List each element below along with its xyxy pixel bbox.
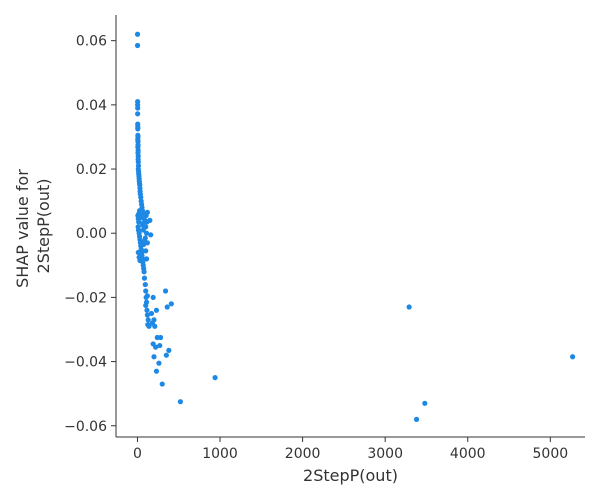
data-point (147, 217, 153, 223)
data-point (177, 399, 184, 405)
y-ticks: −0.06 −0.04 −0.02 0.00 0.02 0.04 0.06 (64, 34, 116, 435)
y-tick-label: −0.04 (64, 355, 107, 371)
y-tick-label: 0.06 (76, 34, 107, 50)
data-point (143, 302, 149, 309)
x-tick-label: 2000 (285, 446, 321, 462)
data-point (151, 354, 157, 360)
x-tick-label: 4000 (450, 446, 486, 462)
data-point (134, 31, 141, 37)
x-tick-label: 1000 (202, 446, 238, 462)
data-point (153, 368, 160, 374)
data-point (135, 111, 141, 117)
data-point (159, 381, 165, 387)
data-point (144, 293, 150, 299)
data-point (135, 159, 141, 165)
data-point (152, 323, 158, 329)
data-point (143, 256, 150, 262)
y-tick-label: 0.00 (76, 226, 107, 242)
data-point (144, 307, 150, 313)
data-point (157, 342, 163, 349)
data-point (136, 208, 143, 214)
data-point (135, 126, 141, 132)
data-point (148, 232, 154, 238)
data-point (144, 312, 150, 318)
data-point (142, 281, 148, 288)
data-point (406, 304, 412, 310)
data-point (135, 105, 141, 111)
y-axis-title: SHAP value for 2StepP(out) (13, 164, 53, 288)
data-point (143, 212, 149, 219)
y-axis-title-line-1: SHAP value for (13, 169, 32, 288)
data-point (212, 375, 218, 381)
data-point (140, 222, 146, 228)
data-point (413, 416, 420, 422)
data-point (138, 194, 144, 200)
data-point (150, 294, 156, 301)
data-point (151, 317, 157, 323)
x-tick-label: 3000 (367, 446, 403, 462)
y-tick-label: −0.06 (64, 419, 107, 435)
y-tick-label: −0.02 (64, 290, 107, 306)
axes-layer: 0 1000 2000 3000 4000 5000 −0.06 −0.04 −0.02 0.0… (64, 15, 585, 462)
data-point (148, 310, 155, 317)
data-point (146, 323, 152, 329)
data-point (138, 215, 144, 221)
data-point (570, 354, 576, 360)
data-point (137, 257, 143, 264)
data-point (143, 288, 149, 294)
data-point (141, 275, 148, 281)
y-tick-label: 0.04 (76, 98, 107, 114)
data-point (143, 230, 150, 236)
data-point (145, 317, 151, 323)
data-point (143, 248, 149, 254)
data-point (141, 269, 147, 275)
data-point (141, 241, 147, 248)
data-point (168, 301, 174, 307)
data-point (136, 219, 142, 225)
data-point (134, 42, 141, 49)
data-point (135, 249, 141, 256)
y-axis-title-line-2: 2StepP(out) (34, 179, 53, 274)
data-point (140, 227, 146, 233)
data-point (163, 352, 169, 358)
data-point (164, 304, 170, 310)
data-point (162, 288, 169, 294)
x-axis-title: 2StepP(out) (303, 466, 398, 485)
points-layer (134, 31, 576, 422)
x-tick-label: 5000 (533, 446, 569, 462)
y-tick-label: 0.02 (76, 162, 107, 178)
x-tick-label: 0 (133, 446, 142, 462)
data-point (153, 307, 160, 313)
x-ticks: 0 1000 2000 3000 4000 5000 (133, 437, 568, 462)
data-point (166, 347, 172, 353)
data-point (153, 344, 159, 350)
data-point (422, 400, 428, 406)
data-point (157, 334, 164, 341)
data-point (156, 360, 162, 366)
